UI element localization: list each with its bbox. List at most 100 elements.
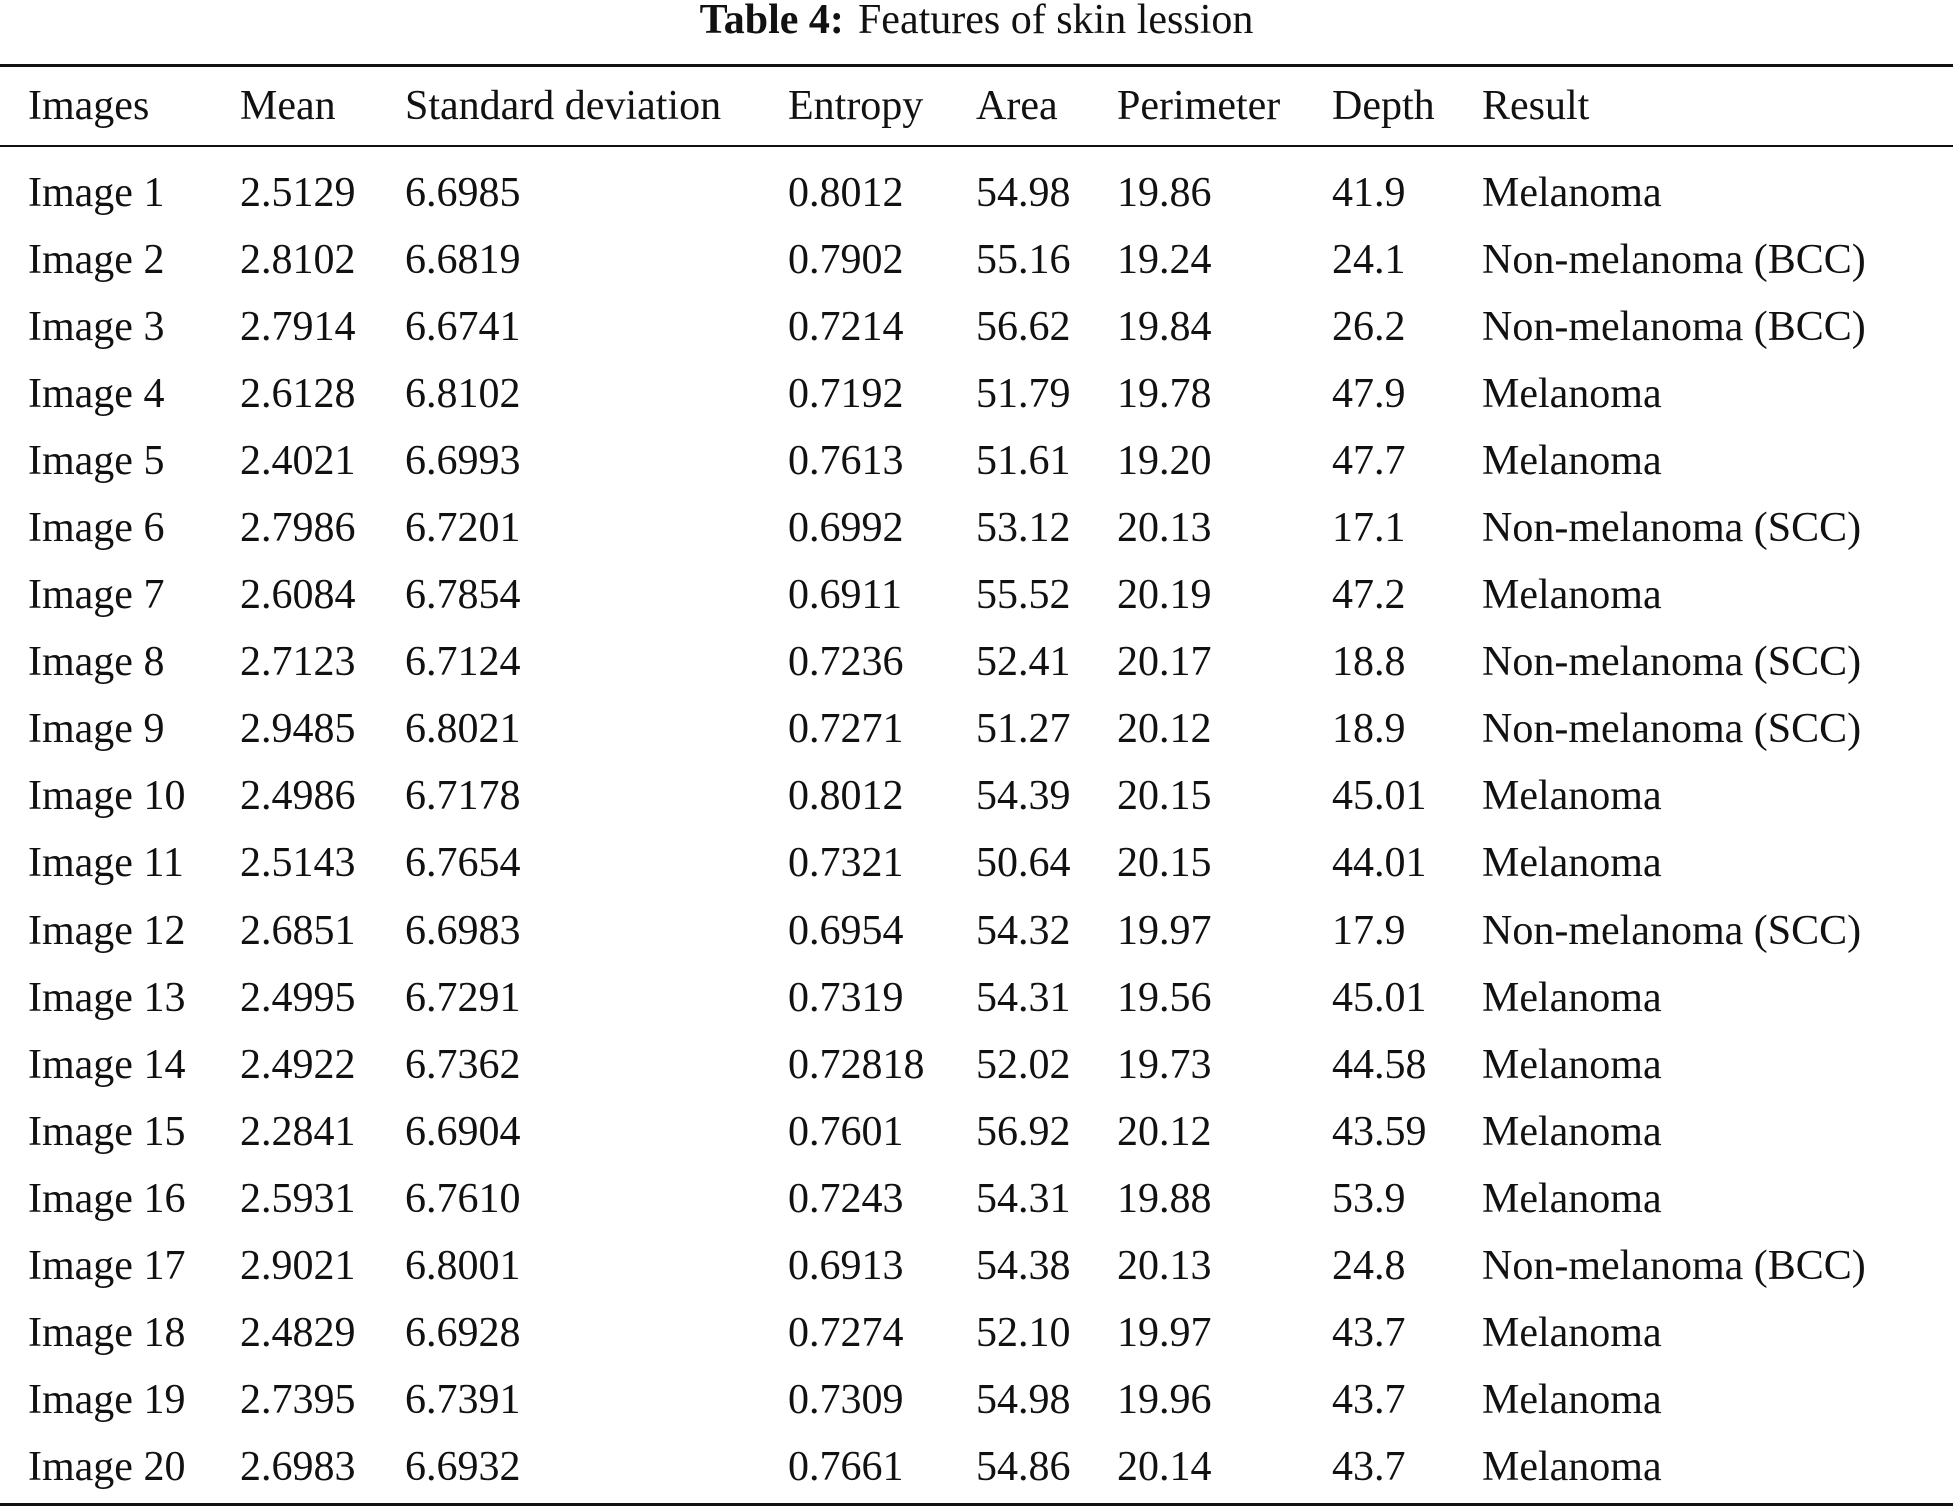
cell-image: Image 16 (28, 1175, 186, 1222)
cell-image: Image 8 (28, 639, 165, 686)
cell-perimeter: 20.12 (1117, 706, 1212, 753)
cell-mean: 2.6851 (240, 907, 356, 954)
cell-image: Image 4 (28, 370, 165, 417)
cell-standard-deviation: 6.7391 (405, 1377, 521, 1424)
cell-area: 55.52 (976, 572, 1071, 619)
cell-area: 52.10 (976, 1310, 1071, 1357)
cell-area: 55.16 (976, 236, 1071, 283)
cell-image: Image 1 (28, 169, 165, 216)
table-row: Image 1 2.5129 6.6985 0.8012 54.98 19.86 41.9 M… (0, 159, 1953, 226)
cell-area: 54.98 (976, 169, 1071, 216)
table-label: Table 4: (699, 0, 844, 43)
cell-perimeter: 20.15 (1117, 773, 1212, 820)
cell-standard-deviation: 6.8021 (405, 706, 521, 753)
cell-image: Image 18 (28, 1310, 186, 1357)
table-row: Image 15 2.2841 6.6904 0.7601 56.92 20.12 43.5… (0, 1098, 1953, 1165)
cell-image: Image 11 (28, 840, 184, 887)
cell-standard-deviation: 6.7362 (405, 1041, 521, 1088)
cell-area: 56.62 (976, 303, 1071, 350)
cell-perimeter: 20.13 (1117, 1243, 1212, 1290)
cell-area: 54.98 (976, 1377, 1071, 1424)
table-caption: Table 4: Features of skin lession (0, 0, 1953, 43)
table-row: Image 13 2.4995 6.7291 0.7319 54.31 19.56 45.0… (0, 964, 1953, 1031)
cell-image: Image 14 (28, 1041, 186, 1088)
table-row: Image 14 2.4922 6.7362 0.72818 52.02 19.73 44.… (0, 1031, 1953, 1098)
cell-image: Image 13 (28, 974, 186, 1021)
cell-mean: 2.4829 (240, 1310, 356, 1357)
cell-entropy: 0.7214 (788, 303, 904, 350)
cell-mean: 2.4995 (240, 974, 356, 1021)
cell-image: Image 3 (28, 303, 165, 350)
cell-depth: 47.2 (1332, 572, 1406, 619)
cell-standard-deviation: 6.7178 (405, 773, 521, 820)
cell-perimeter: 19.73 (1117, 1041, 1212, 1088)
table-row: Image 7 2.6084 6.7854 0.6911 55.52 20.19 47.2 M… (0, 562, 1953, 629)
table-row: Image 3 2.7914 6.6741 0.7214 56.62 19.84 26.2 N… (0, 293, 1953, 360)
cell-result: Melanoma (1482, 773, 1662, 820)
table-row: Image 18 2.4829 6.6928 0.7274 52.10 19.97 43.7… (0, 1300, 1953, 1367)
cell-standard-deviation: 6.8102 (405, 370, 521, 417)
table-title: Features of skin lession (857, 0, 1254, 43)
header-row: Images Mean Standard deviation Entropy A… (0, 67, 1953, 145)
cell-standard-deviation: 6.6932 (405, 1444, 521, 1491)
features-table: Images Mean Standard deviation Entropy A… (0, 67, 1953, 1501)
cell-mean: 2.6084 (240, 572, 356, 619)
cell-perimeter: 19.86 (1117, 169, 1212, 216)
cell-perimeter: 19.24 (1117, 236, 1212, 283)
cell-image: Image 17 (28, 1243, 186, 1290)
cell-result: Melanoma (1482, 1444, 1662, 1491)
cell-perimeter: 20.15 (1117, 840, 1212, 887)
cell-depth: 47.7 (1332, 437, 1406, 484)
cell-depth: 45.01 (1332, 974, 1427, 1021)
cell-result: Melanoma (1482, 1041, 1662, 1088)
cell-mean: 2.6128 (240, 370, 356, 417)
cell-result: Melanoma (1482, 1377, 1662, 1424)
cell-entropy: 0.72818 (788, 1041, 925, 1088)
cell-result: Melanoma (1482, 1108, 1662, 1155)
cell-perimeter: 20.14 (1117, 1444, 1212, 1491)
table-body: Image 1 2.5129 6.6985 0.8012 54.98 19.86 41.9 M… (0, 145, 1953, 1501)
cell-image: Image 19 (28, 1377, 186, 1424)
cell-result: Melanoma (1482, 437, 1662, 484)
cell-entropy: 0.7321 (788, 840, 904, 887)
cell-perimeter: 19.97 (1117, 1310, 1212, 1357)
cell-standard-deviation: 6.6819 (405, 236, 521, 283)
header-perimeter: Perimeter (1117, 83, 1281, 129)
cell-result: Non-melanoma (SCC) (1482, 706, 1862, 753)
cell-perimeter: 19.97 (1117, 907, 1212, 954)
top-rule (0, 64, 1953, 67)
cell-mean: 2.9485 (240, 706, 356, 753)
cell-depth: 17.1 (1332, 505, 1406, 552)
cell-mean: 2.5931 (240, 1175, 356, 1222)
cell-depth: 26.2 (1332, 303, 1406, 350)
cell-mean: 2.4986 (240, 773, 356, 820)
cell-result: Melanoma (1482, 169, 1662, 216)
cell-area: 50.64 (976, 840, 1071, 887)
cell-entropy: 0.7601 (788, 1108, 904, 1155)
cell-area: 51.27 (976, 706, 1071, 753)
cell-entropy: 0.7319 (788, 974, 904, 1021)
cell-mean: 2.7914 (240, 303, 356, 350)
cell-mean: 2.7123 (240, 639, 356, 686)
cell-perimeter: 19.96 (1117, 1377, 1212, 1424)
cell-standard-deviation: 6.6904 (405, 1108, 521, 1155)
cell-entropy: 0.8012 (788, 773, 904, 820)
table-row: Image 20 2.6983 6.6932 0.7661 54.86 20.14 43.7… (0, 1434, 1953, 1501)
cell-depth: 44.58 (1332, 1041, 1427, 1088)
cell-mean: 2.5143 (240, 840, 356, 887)
cell-standard-deviation: 6.6985 (405, 169, 521, 216)
cell-standard-deviation: 6.7654 (405, 840, 521, 887)
header-mean: Mean (240, 83, 336, 129)
header-depth: Depth (1332, 83, 1435, 129)
cell-standard-deviation: 6.7610 (405, 1175, 521, 1222)
table-row: Image 9 2.9485 6.8021 0.7271 51.27 20.12 18.9 N… (0, 696, 1953, 763)
table-row: Image 11 2.5143 6.7654 0.7321 50.64 20.15 44.0… (0, 830, 1953, 897)
cell-entropy: 0.7661 (788, 1444, 904, 1491)
cell-mean: 2.7395 (240, 1377, 356, 1424)
cell-entropy: 0.7236 (788, 639, 904, 686)
cell-perimeter: 20.19 (1117, 572, 1212, 619)
cell-image: Image 6 (28, 505, 165, 552)
cell-result: Melanoma (1482, 370, 1662, 417)
cell-result: Non-melanoma (BCC) (1482, 236, 1866, 283)
cell-area: 54.31 (976, 1175, 1071, 1222)
